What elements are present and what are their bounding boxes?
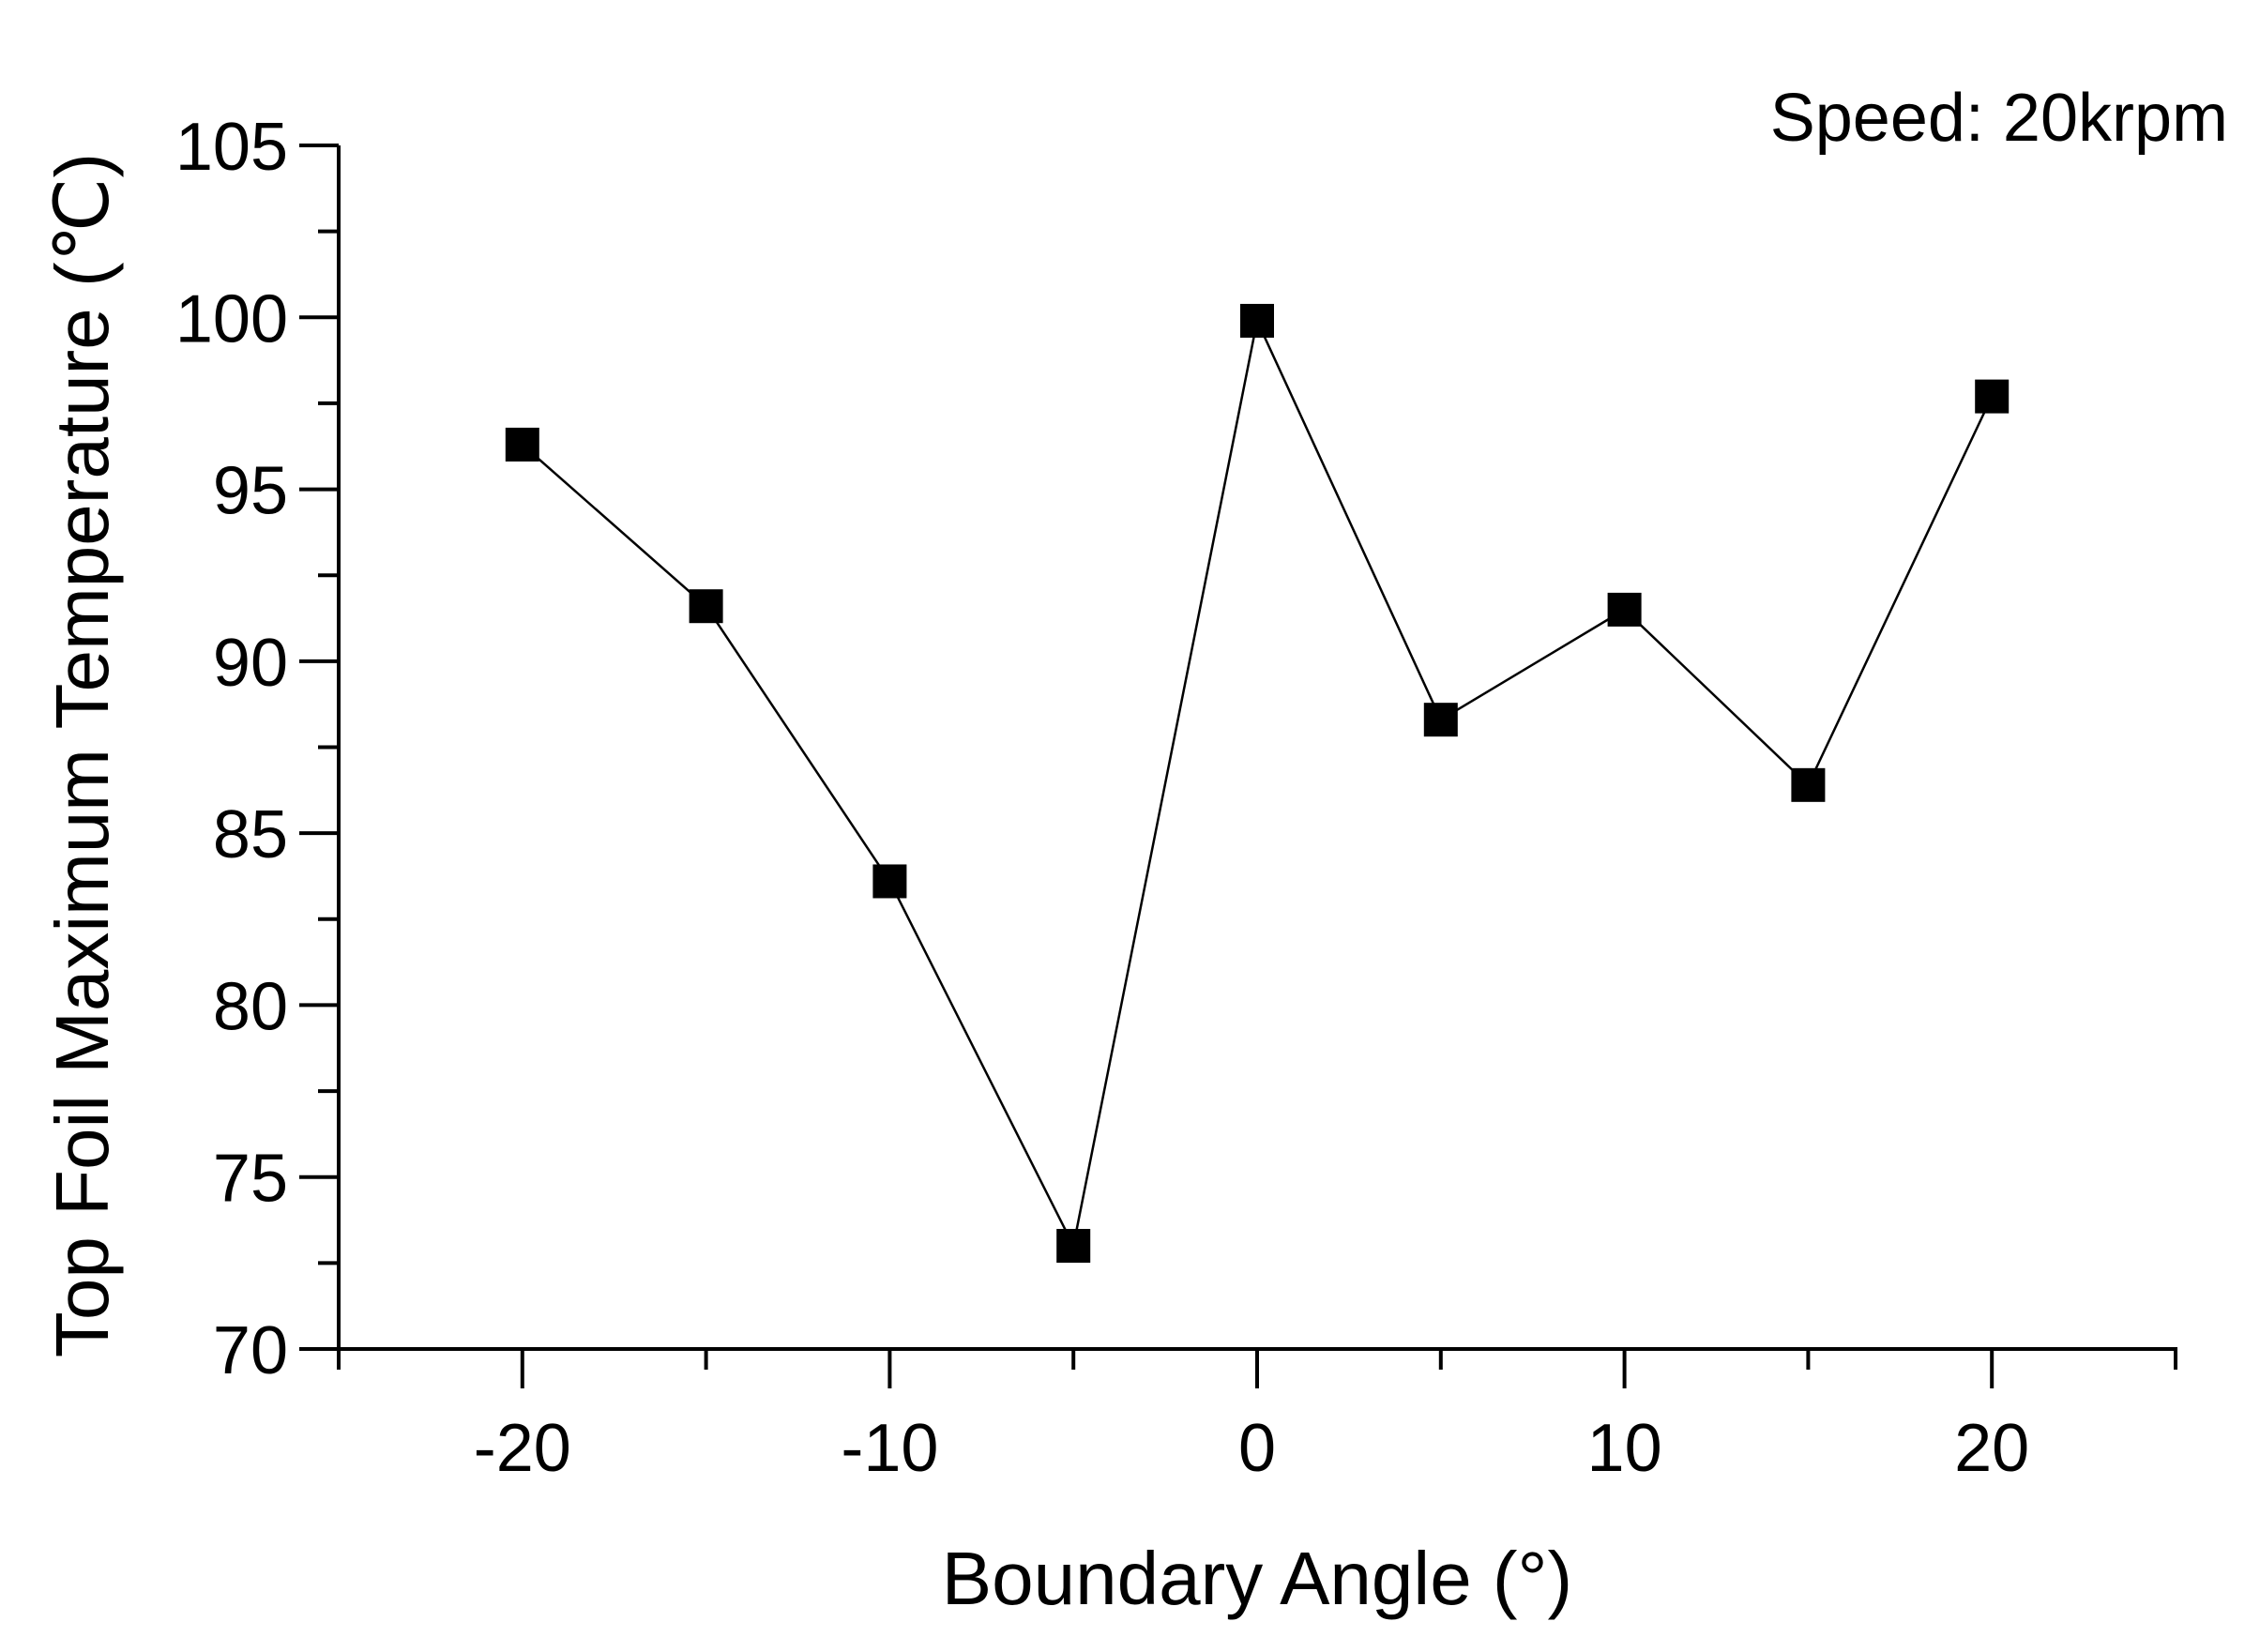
- x-tick-label: -20: [474, 1411, 571, 1486]
- series-line: [521, 316, 1994, 1250]
- y-tick-label: 80: [213, 969, 288, 1044]
- x-axis-title: Boundary Angle (°): [942, 1537, 1572, 1620]
- x-tick-label: 10: [1587, 1411, 1662, 1486]
- data-point-marker: [1975, 379, 2010, 414]
- data-point-marker: [689, 589, 723, 624]
- data-series: [505, 303, 2010, 1264]
- data-point-marker: [872, 864, 907, 899]
- y-axis-title: Top Foil Maximum Temperature (℃): [40, 153, 124, 1357]
- data-point-marker: [1607, 592, 1642, 627]
- data-point-marker: [1791, 767, 1826, 802]
- y-tick-label: 105: [175, 110, 288, 185]
- y-tick-label: 70: [213, 1313, 288, 1388]
- y-axis-ticks: 70 75 80 85 90 95 100 105: [175, 110, 339, 1388]
- y-tick-label: 100: [175, 281, 288, 356]
- y-tick-label: 85: [213, 797, 288, 872]
- y-tick-label: 90: [213, 626, 288, 701]
- x-tick-label: -10: [841, 1411, 938, 1486]
- data-point-marker: [1056, 1229, 1091, 1264]
- x-tick-label: 20: [1954, 1411, 2029, 1486]
- x-tick-label: 0: [1238, 1411, 1276, 1486]
- data-point-marker: [1240, 303, 1274, 338]
- data-point-marker: [505, 427, 539, 462]
- data-point-marker: [1423, 703, 1458, 737]
- y-tick-label: 75: [213, 1142, 288, 1217]
- x-axis-ticks: -20 -10 0 10 20: [337, 1349, 2177, 1486]
- y-tick-label: 95: [213, 454, 288, 529]
- speed-annotation: Speed: 20krpm: [1770, 81, 2228, 156]
